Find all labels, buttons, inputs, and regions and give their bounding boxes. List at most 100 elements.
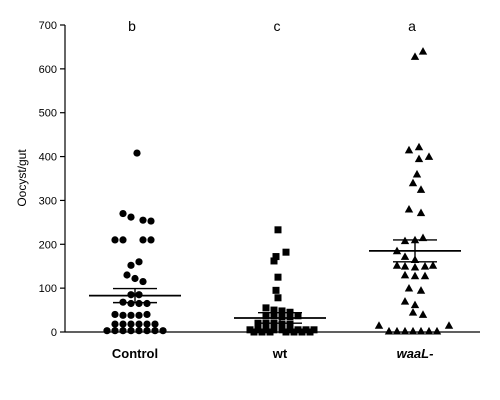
data-point-circle — [147, 217, 155, 225]
data-point-triangle — [420, 271, 430, 280]
data-point-circle — [139, 216, 147, 224]
data-point-circle — [135, 311, 143, 319]
data-point-square — [294, 326, 302, 334]
data-point-triangle — [416, 326, 426, 335]
data-point-circle — [103, 327, 111, 335]
y-tick-label: 100 — [39, 283, 57, 295]
data-point-circle — [127, 213, 135, 221]
data-point-circle — [133, 149, 141, 157]
data-point-triangle — [410, 262, 420, 271]
data-point-square — [250, 328, 258, 336]
data-point-circle — [119, 311, 127, 319]
y-axis-label: Oocyst/gut — [15, 149, 29, 207]
data-point-square — [278, 307, 286, 315]
data-point-circle — [135, 258, 143, 266]
data-point-circle — [111, 327, 119, 335]
data-point-circle — [131, 274, 139, 283]
data-point-circle — [127, 320, 135, 328]
data-point-square — [258, 328, 266, 336]
data-point-square — [274, 273, 282, 281]
significance-letter: c — [274, 18, 281, 34]
y-tick-label: 500 — [39, 108, 57, 120]
y-tick-label: 600 — [39, 64, 57, 76]
data-point-circle — [119, 327, 127, 335]
y-tick-label: 300 — [39, 195, 57, 207]
data-point-triangle — [400, 270, 410, 279]
data-point-square — [262, 312, 270, 320]
data-point-circle — [123, 271, 131, 279]
data-point-circle — [111, 310, 119, 319]
data-point-triangle — [404, 283, 414, 292]
data-point-square — [266, 328, 274, 336]
data-point-triangle — [428, 261, 438, 269]
data-point-circle — [127, 327, 135, 335]
data-point-square — [302, 326, 310, 334]
y-ticks: 0 100 200 300 400 500 600 700 — [39, 20, 65, 339]
data-point-square — [286, 326, 294, 334]
data-point-triangle — [444, 321, 454, 329]
data-point-triangle — [410, 52, 420, 60]
data-point-circle — [135, 327, 143, 335]
data-point-triangle — [420, 262, 430, 270]
data-point-square — [278, 313, 286, 321]
data-point-circle — [143, 327, 151, 335]
data-point-square — [310, 326, 318, 334]
data-point-triangle — [392, 261, 402, 269]
data-point-circle — [127, 261, 135, 269]
data-points — [103, 47, 454, 336]
data-point-triangle — [384, 326, 394, 335]
data-point-square — [274, 226, 282, 234]
data-point-circle — [127, 299, 135, 308]
data-point-triangle — [424, 152, 434, 160]
data-point-triangle — [410, 271, 420, 280]
data-point-triangle — [414, 142, 424, 151]
data-point-circle — [143, 320, 151, 328]
significance-letter: a — [408, 18, 416, 34]
data-point-square — [298, 328, 306, 336]
data-point-square — [286, 320, 294, 328]
y-tick-label: 700 — [39, 20, 57, 32]
data-point-triangle — [408, 326, 418, 335]
y-tick-label: 200 — [39, 239, 57, 251]
data-point-triangle — [408, 308, 418, 316]
data-point-triangle — [392, 326, 402, 335]
data-point-square — [270, 306, 278, 314]
category-label: Control — [112, 346, 158, 361]
data-point-square — [262, 304, 270, 312]
data-point-square — [270, 257, 278, 265]
category-labels: Control wt waaL- — [112, 346, 434, 361]
data-point-circle — [139, 277, 147, 286]
data-point-triangle — [414, 154, 424, 163]
data-point-circle — [119, 209, 127, 218]
data-point-square — [278, 320, 286, 328]
data-point-circle — [119, 236, 127, 244]
data-point-square — [282, 248, 290, 256]
data-point-square — [272, 253, 280, 261]
axes — [64, 25, 480, 333]
data-point-circle — [119, 320, 127, 328]
data-point-triangle — [400, 297, 410, 305]
data-point-triangle — [404, 145, 414, 154]
data-point-triangle — [400, 326, 410, 335]
data-point-square — [290, 328, 298, 336]
data-point-triangle — [408, 178, 418, 187]
data-point-circle — [151, 320, 159, 328]
data-point-square — [262, 326, 270, 334]
data-point-circle — [143, 310, 151, 319]
data-point-square — [282, 328, 290, 336]
data-point-square — [272, 286, 280, 294]
data-point-triangle — [416, 185, 426, 193]
data-point-triangle — [418, 233, 428, 242]
data-point-triangle — [418, 47, 428, 55]
category-label: wt — [272, 346, 288, 361]
data-point-circle — [127, 311, 135, 319]
data-point-circle — [143, 299, 151, 308]
data-point-circle — [147, 236, 155, 244]
data-point-triangle — [412, 169, 422, 178]
data-point-triangle — [410, 300, 420, 309]
data-point-circle — [135, 320, 143, 328]
data-point-triangle — [416, 208, 426, 217]
data-point-circle — [151, 327, 159, 335]
data-point-triangle — [416, 286, 426, 294]
data-point-triangle — [432, 326, 442, 335]
